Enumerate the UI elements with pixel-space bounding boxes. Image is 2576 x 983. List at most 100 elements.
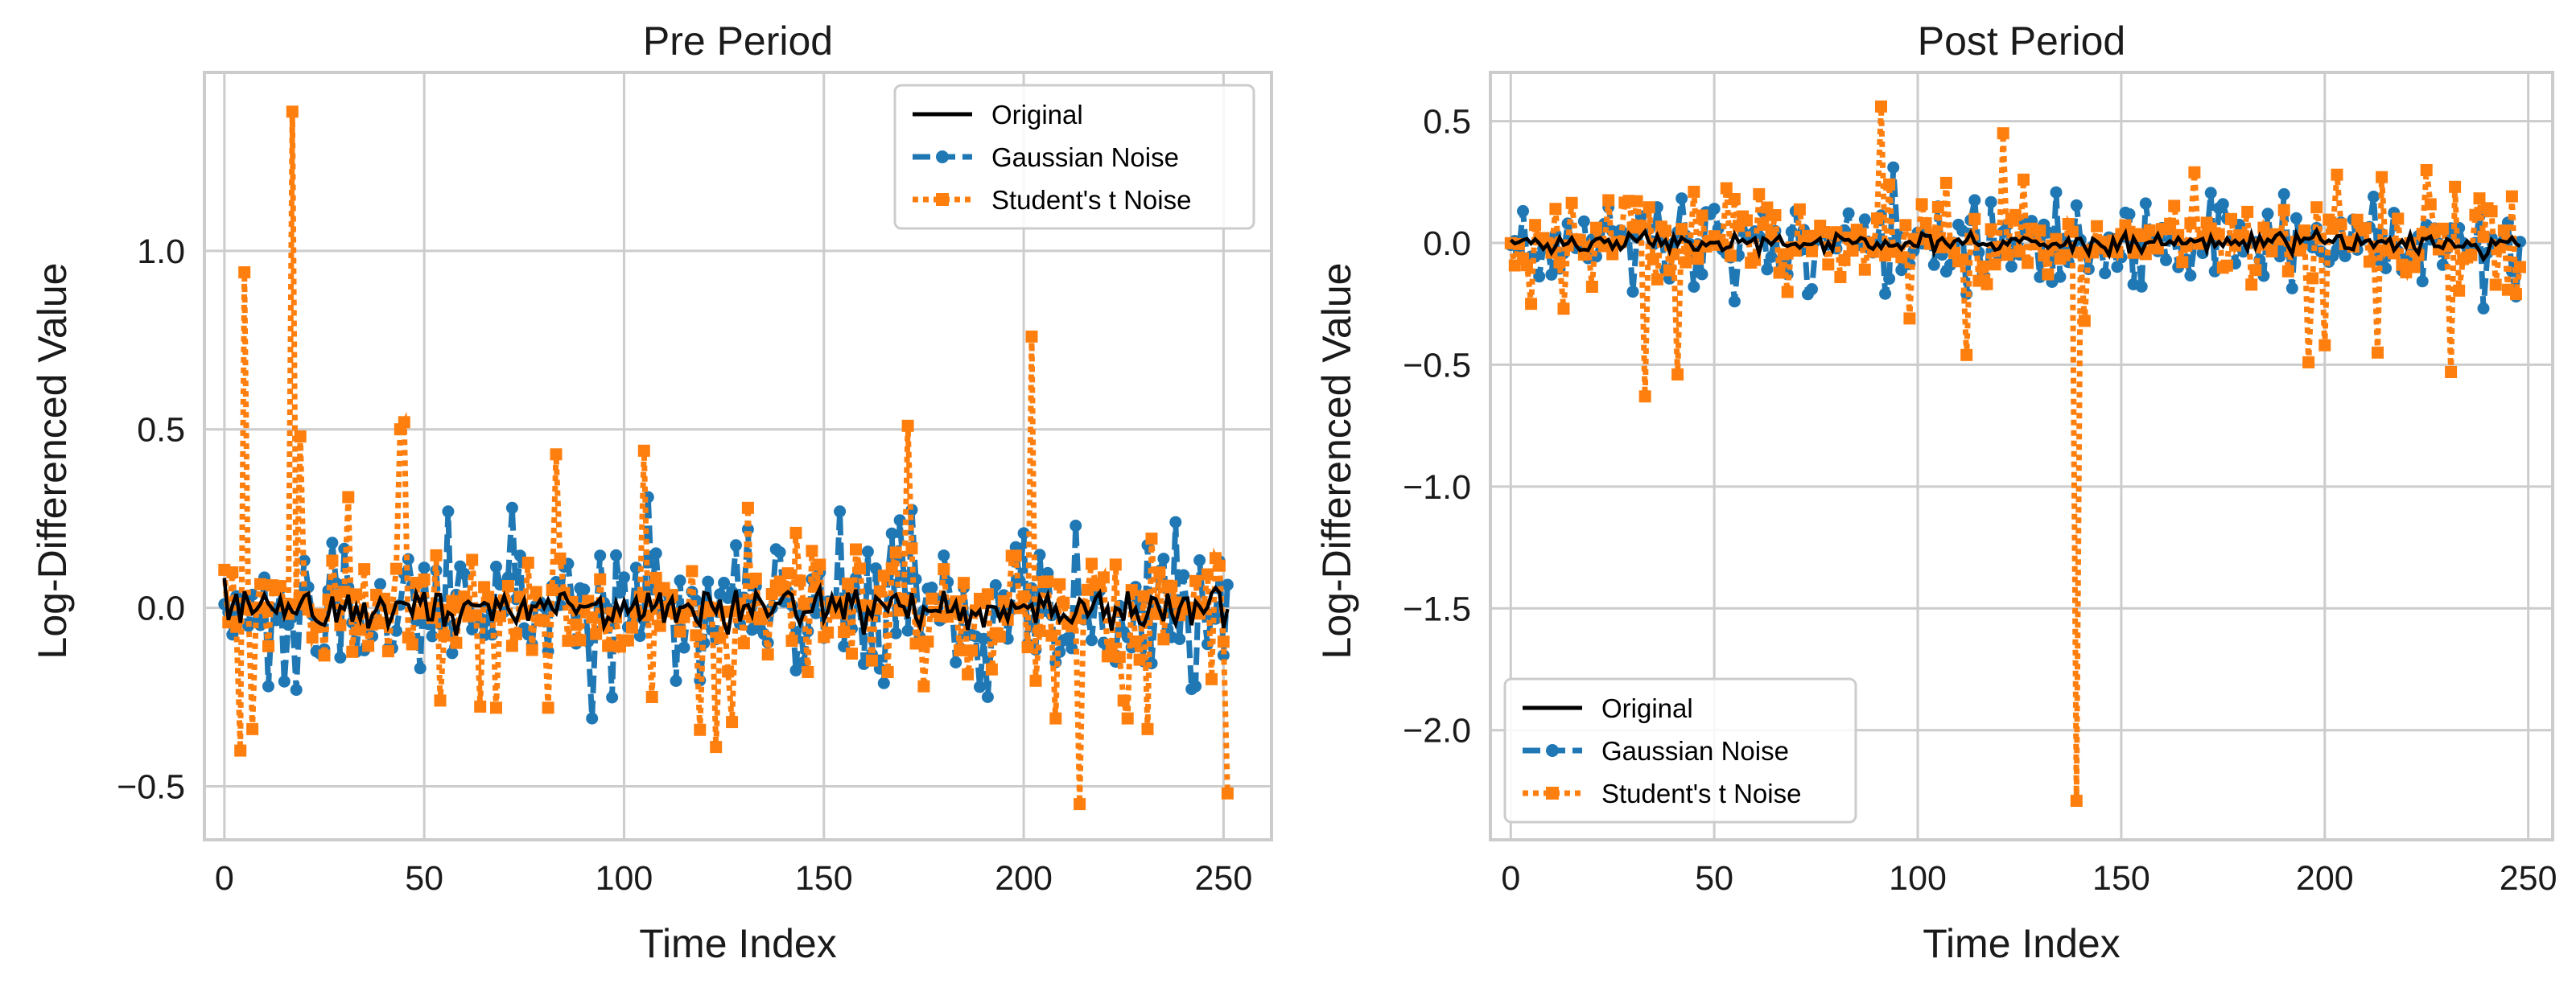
gaussian-noise-point (649, 547, 662, 560)
student-t-noise-point (374, 617, 386, 630)
student-t-noise-point (726, 716, 739, 729)
student-t-noise-point (1793, 203, 1806, 216)
student-t-noise-point (1109, 558, 1122, 571)
gaussian-noise-point (1927, 258, 1940, 271)
student-t-noise-point (985, 663, 998, 676)
post-period-y-tick-label: −0.5 (1403, 346, 1471, 385)
gaussian-noise-point (861, 545, 874, 558)
pre-period-x-tick-label: 250 (1195, 859, 1253, 898)
student-t-noise-point (1671, 368, 1684, 380)
student-t-noise-point (1688, 185, 1700, 198)
student-t-noise-point (2449, 180, 2462, 193)
student-t-noise-point (1117, 694, 1130, 707)
post-period-original-line (1509, 226, 2521, 263)
student-t-noise-point (1221, 787, 1234, 800)
post-period-x-tick-label: 100 (1889, 859, 1947, 898)
student-t-noise-point (1189, 574, 1202, 587)
student-t-noise-point (562, 635, 575, 648)
student-t-noise-point (1585, 281, 1598, 293)
post-period-tick-labels: 0 50 100 150 200 250 −2.0 −1.5 −1.0 −0.5 0.0 0.5 (1403, 103, 2557, 898)
student-t-noise-point (2184, 217, 2197, 230)
gaussian-noise-point (2416, 275, 2429, 288)
student-t-noise-point (2042, 268, 2055, 281)
student-t-noise-point (822, 626, 835, 639)
student-t-noise-point (2294, 244, 2306, 257)
student-t-noise-point (1129, 635, 1142, 648)
gaussian-noise-point (773, 546, 786, 559)
student-t-noise-point (1157, 633, 1170, 646)
student-t-noise-point (1025, 330, 1038, 343)
student-t-noise-point (1097, 571, 1110, 584)
pre-period-x-tick-label: 0 (215, 859, 234, 898)
student-t-noise-point (962, 668, 975, 681)
student-t-noise-point (530, 586, 542, 598)
student-t-noise-point (1017, 590, 1030, 603)
student-t-noise-point (798, 597, 810, 610)
gaussian-noise-point (2285, 282, 2298, 294)
student-t-noise-point (1720, 182, 1733, 195)
pre-period-axes-spines (203, 71, 1273, 841)
gaussian-noise-point (446, 647, 459, 660)
student-t-noise-point (645, 691, 658, 703)
student-t-noise-point (574, 634, 587, 647)
gaussian-noise-point (702, 575, 715, 588)
student-t-noise-point (1858, 263, 1871, 276)
post-period-panel: 0 50 100 150 200 250 −2.0 −1.5 −1.0 −0.5 0.0 0.5 Po… (1314, 19, 2557, 966)
student-t-noise-point (1057, 596, 1070, 609)
student-t-noise-point (466, 553, 479, 566)
student-t-noise-point (1883, 178, 1896, 191)
student-t-noise-point (2091, 220, 2104, 232)
student-t-noise-point (542, 701, 554, 714)
student-t-noise-point (1895, 251, 1908, 264)
pre-period-x-tick-label: 100 (596, 859, 653, 898)
gaussian-noise-point (610, 549, 622, 561)
student-t-noise-point (381, 645, 394, 658)
student-t-noise-point (350, 588, 363, 601)
legend-label: Student's t Noise (1601, 779, 1801, 808)
gaussian-noise-point (1696, 268, 1708, 281)
student-t-noise-point (1968, 212, 1981, 225)
student-t-noise-point (1822, 258, 1835, 271)
student-t-noise-point (602, 640, 615, 652)
student-t-noise-point (2066, 225, 2079, 238)
student-t-noise-point (418, 573, 431, 586)
student-t-noise-point (1602, 194, 1615, 207)
gaussian-noise-point (2054, 270, 2067, 283)
legend-student-marker (1546, 787, 1559, 800)
student-t-noise-point (714, 631, 727, 644)
student-t-noise-point (2514, 261, 2526, 274)
student-t-noise-point (2510, 288, 2522, 301)
gaussian-noise-point (1879, 287, 1892, 300)
legend-label: Gaussian Noise (991, 142, 1179, 172)
student-t-noise-point (1871, 212, 1883, 225)
student-t-noise-point (1553, 256, 1566, 269)
student-t-noise-point (254, 578, 266, 590)
gaussian-noise-point (1061, 632, 1074, 644)
student-t-noise-point (789, 526, 802, 539)
student-t-noise-point (2245, 278, 2258, 291)
student-t-noise-point (2302, 356, 2315, 368)
student-t-noise-point (2392, 212, 2405, 225)
gaussian-noise-point (1728, 295, 1741, 308)
student-t-noise-point (1642, 201, 1655, 214)
student-t-noise-point (1985, 223, 1997, 236)
student-t-noise-point (1749, 253, 1762, 266)
student-t-noise-point (637, 444, 650, 457)
student-t-noise-point (2070, 795, 2083, 807)
student-t-noise-point (594, 573, 607, 586)
student-t-noise-point (2013, 245, 2026, 258)
post-period-y-tick-label: 0.0 (1423, 224, 1471, 263)
pre-period-title: Pre Period (643, 19, 833, 64)
student-t-noise-point (1165, 580, 1178, 593)
gaussian-noise-point (614, 586, 626, 599)
gaussian-noise-point (2135, 280, 2148, 293)
student-t-noise-point (2453, 284, 2466, 297)
student-t-noise-point (1606, 248, 1619, 261)
student-t-noise-point (538, 615, 550, 627)
student-t-noise-point (710, 741, 723, 754)
student-t-noise-point (1525, 298, 1538, 311)
student-t-noise-point (458, 590, 471, 603)
student-t-noise-point (1029, 674, 1042, 687)
gaussian-noise-point (1968, 194, 1981, 207)
post-period-axes-spines (1489, 71, 2554, 841)
